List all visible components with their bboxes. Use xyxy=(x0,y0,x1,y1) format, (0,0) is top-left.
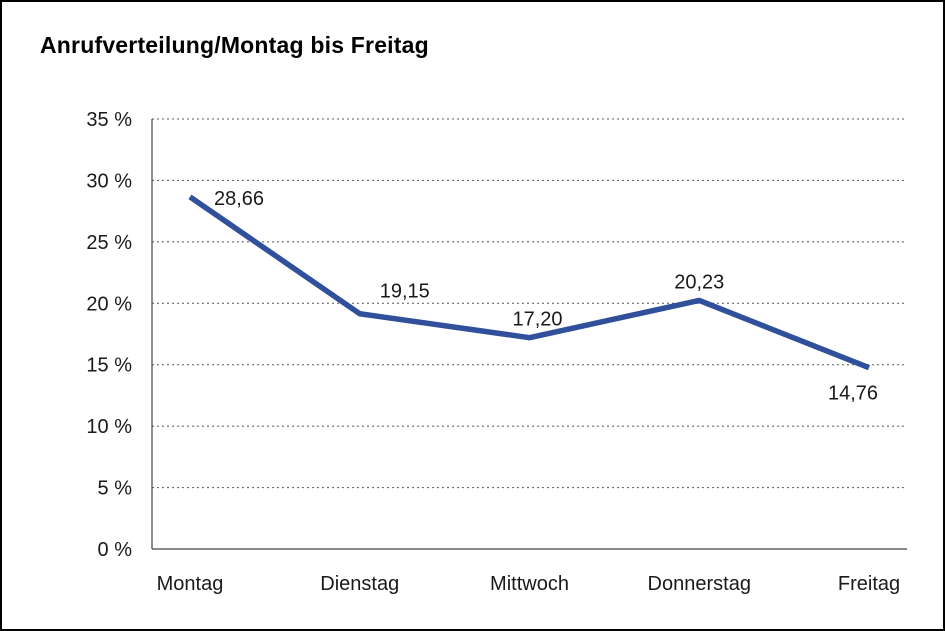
x-category-label: Donnerstag xyxy=(648,573,751,595)
data-label: 14,76 xyxy=(828,383,878,405)
y-tick-label: 0 % xyxy=(98,539,133,561)
y-tick-label: 5 % xyxy=(98,478,133,500)
chart-title: Anrufverteilung/Montag bis Freitag xyxy=(40,32,429,58)
y-tick-label: 20 % xyxy=(86,293,132,315)
y-tick-label: 30 % xyxy=(86,170,132,192)
data-label: 19,15 xyxy=(380,281,430,303)
x-category-label: Mittwoch xyxy=(490,573,569,595)
y-tick-label: 15 % xyxy=(86,355,132,377)
y-tick-label: 10 % xyxy=(86,416,132,438)
data-label: 20,23 xyxy=(674,271,724,293)
x-category-label: Freitag xyxy=(838,573,900,595)
data-label: 17,20 xyxy=(512,309,562,331)
y-tick-label: 25 % xyxy=(86,232,132,254)
data-line xyxy=(188,194,871,371)
data-label: 28,66 xyxy=(214,188,264,210)
x-category-label: Dienstag xyxy=(320,573,399,595)
y-tick-label: 35 % xyxy=(86,109,132,131)
x-category-label: Montag xyxy=(157,573,224,595)
